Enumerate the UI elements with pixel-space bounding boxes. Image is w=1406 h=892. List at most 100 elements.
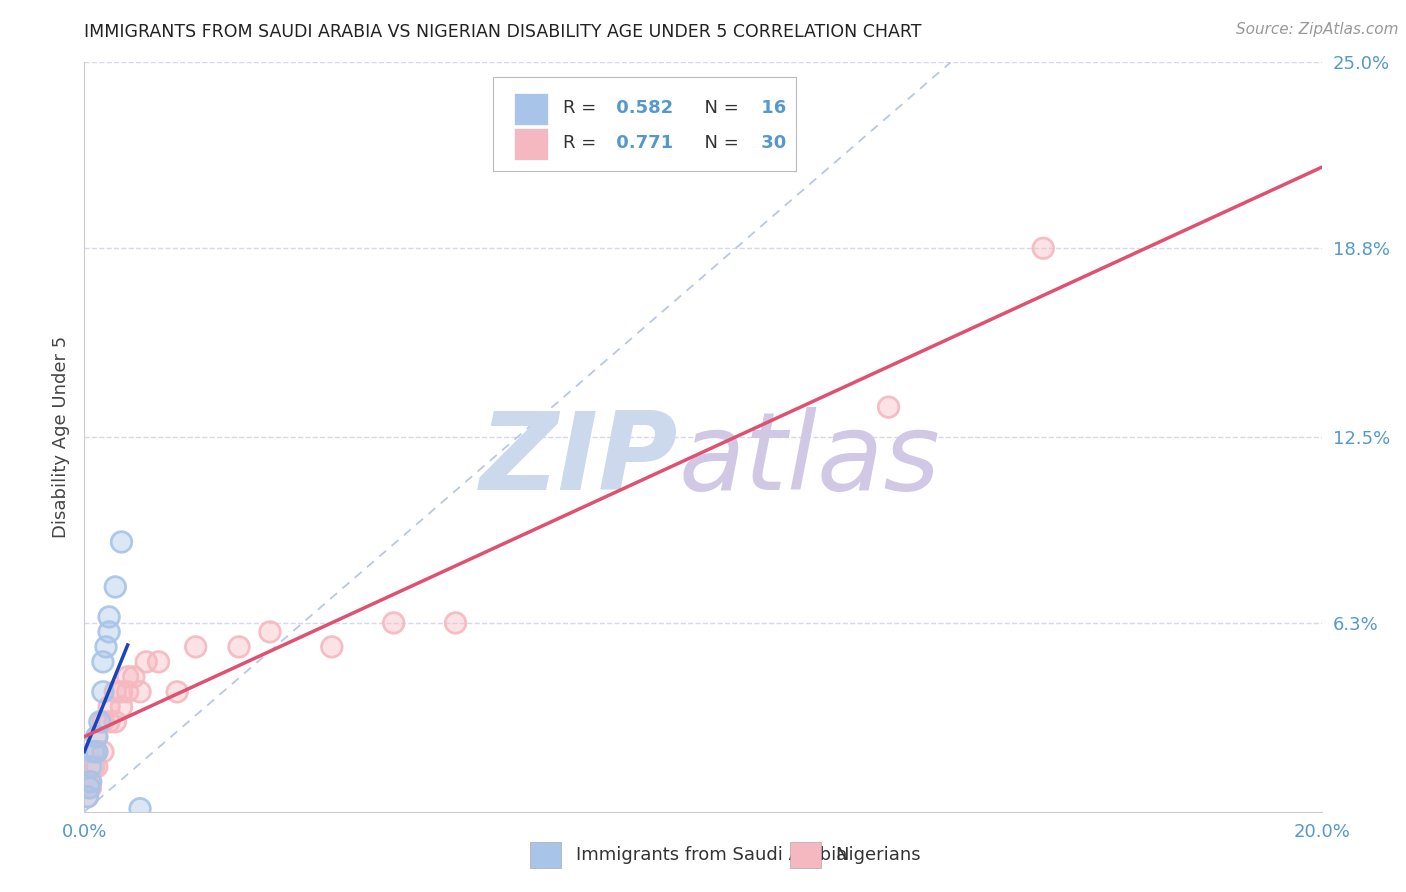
Point [94, 640, 117, 654]
Text: IMMIGRANTS FROM SAUDI ARABIA VS NIGERIAN DISABILITY AGE UNDER 5 CORRELATION CHAR: IMMIGRANTS FROM SAUDI ARABIA VS NIGERIAN… [84, 23, 922, 41]
Point [86, 760, 108, 774]
Point [98, 699, 121, 714]
Point [877, 400, 900, 414]
Point [98, 624, 121, 639]
Text: atlas: atlas [678, 407, 941, 512]
Point [98, 699, 121, 714]
Text: ZIP: ZIP [479, 407, 678, 513]
Point [122, 670, 145, 684]
Point [91, 655, 114, 669]
Point [91, 714, 114, 729]
Y-axis label: Disability Age Under 5: Disability Age Under 5 [52, 336, 70, 538]
Point [79, 760, 101, 774]
Text: Nigerians: Nigerians [835, 846, 921, 863]
Point [79, 774, 101, 789]
Point [444, 615, 467, 630]
Point [104, 580, 127, 594]
Text: 0.771: 0.771 [610, 134, 673, 152]
Point [135, 655, 157, 669]
Text: R =: R = [564, 99, 602, 117]
Point [259, 624, 281, 639]
Point [110, 685, 132, 699]
Point [83, 760, 105, 774]
Point [1032, 241, 1054, 255]
Point [91, 745, 114, 759]
Point [135, 655, 157, 669]
Bar [530, 842, 561, 868]
Point [91, 685, 114, 699]
Bar [513, 93, 548, 125]
Point [104, 714, 127, 729]
Point [94, 640, 117, 654]
Point [76, 789, 98, 804]
Point [321, 640, 343, 654]
Point [98, 610, 121, 624]
Point [382, 615, 405, 630]
Point [104, 580, 127, 594]
Point [98, 610, 121, 624]
Point [166, 685, 188, 699]
Point [79, 774, 101, 789]
Point [122, 670, 145, 684]
Point [129, 685, 152, 699]
Point [76, 789, 98, 804]
Point [83, 745, 105, 759]
Point [877, 400, 900, 414]
Point [129, 802, 152, 816]
Point [91, 685, 114, 699]
Point [104, 685, 127, 699]
Point [91, 655, 114, 669]
Point [89, 714, 111, 729]
Point [166, 685, 188, 699]
Bar [790, 842, 821, 868]
Point [110, 699, 132, 714]
Point [1032, 241, 1054, 255]
Point [86, 745, 108, 759]
Point [91, 745, 114, 759]
Point [79, 774, 101, 789]
Point [86, 745, 108, 759]
Point [110, 699, 132, 714]
Point [83, 760, 105, 774]
Point [184, 640, 207, 654]
Point [184, 640, 207, 654]
Point [104, 685, 127, 699]
Point [129, 802, 152, 816]
Point [321, 640, 343, 654]
Point [117, 685, 139, 699]
Point [86, 745, 108, 759]
Point [79, 780, 101, 795]
FancyBboxPatch shape [492, 78, 796, 171]
Point [444, 615, 467, 630]
Point [76, 789, 98, 804]
Point [148, 655, 170, 669]
Point [129, 685, 152, 699]
Point [228, 640, 250, 654]
Text: 0.582: 0.582 [610, 99, 673, 117]
Point [86, 730, 108, 744]
Point [86, 760, 108, 774]
Point [79, 760, 101, 774]
Point [117, 670, 139, 684]
Point [79, 780, 101, 795]
Point [98, 624, 121, 639]
Text: Source: ZipAtlas.com: Source: ZipAtlas.com [1236, 22, 1399, 37]
Text: N =: N = [693, 134, 745, 152]
Text: 16: 16 [755, 99, 786, 117]
Point [86, 730, 108, 744]
Point [86, 745, 108, 759]
Point [117, 685, 139, 699]
Point [148, 655, 170, 669]
Point [110, 535, 132, 549]
Text: Immigrants from Saudi Arabia: Immigrants from Saudi Arabia [575, 846, 846, 863]
Point [79, 774, 101, 789]
Bar [513, 128, 548, 160]
Point [98, 714, 121, 729]
Point [104, 714, 127, 729]
Point [110, 535, 132, 549]
Point [382, 615, 405, 630]
Point [86, 730, 108, 744]
Point [110, 685, 132, 699]
Point [83, 745, 105, 759]
Point [86, 730, 108, 744]
